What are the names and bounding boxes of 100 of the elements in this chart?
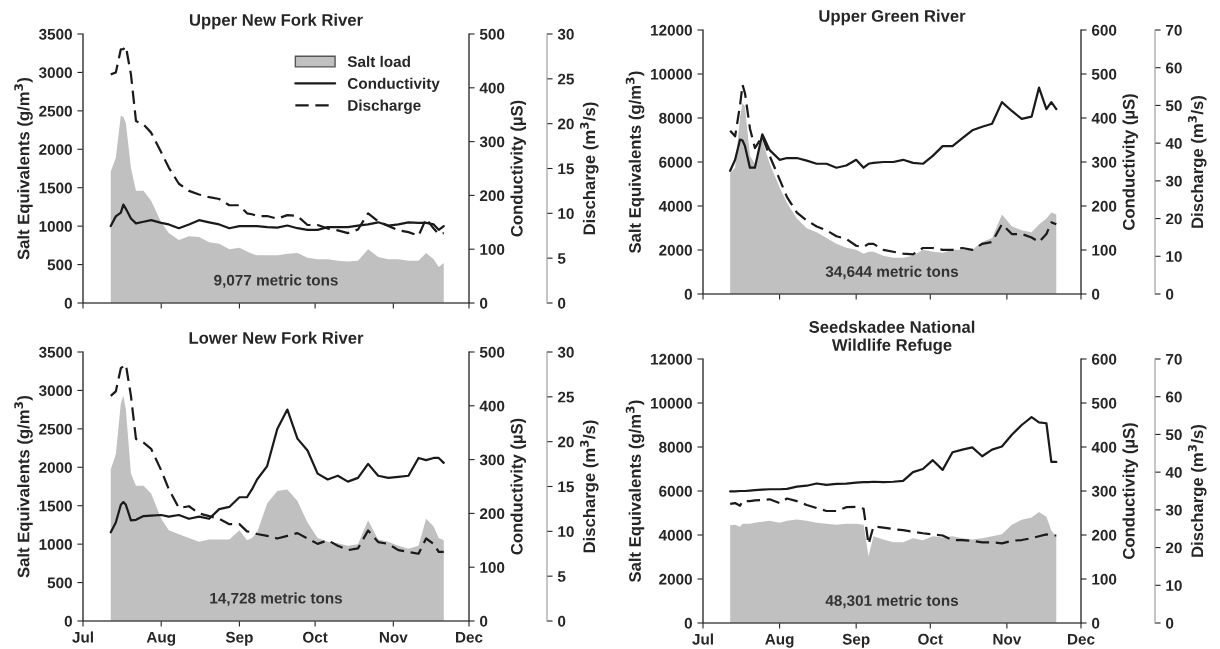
annotation: 48,301 metric tons [825, 594, 959, 609]
chart-title: Upper New Fork River [189, 13, 363, 30]
y3-tick-label: 25 [557, 73, 574, 85]
y3-tick-label: 50 [1165, 100, 1182, 112]
y3-tick-label: 30 [1165, 175, 1182, 187]
y-tick-label: 8000 [659, 441, 692, 453]
y-axis-title: Salt Equivalents (g/m$^{3}$) [14, 395, 33, 578]
y-tick-label: 0 [684, 288, 692, 300]
y-tick-label: 4000 [658, 529, 692, 541]
y-tick-label: 3000 [38, 67, 72, 79]
y2-tick-label: 400 [1091, 441, 1117, 453]
chart-title: Lower New Fork River [189, 331, 364, 344]
x-tick-label: Aug [146, 631, 176, 646]
y2-tick-label: 0 [1092, 617, 1100, 629]
y3-tick-label: 15 [558, 163, 574, 175]
y-tick-label: 2000 [659, 573, 692, 585]
y-axis-title: Salt Equivalents (g/m$^{3}$) [14, 77, 33, 260]
y2-tick-label: 400 [479, 400, 505, 412]
y2-tick-label: 200 [1091, 200, 1117, 212]
y2-tick-label: 100 [480, 244, 505, 255]
y3-tick-label: 40 [1165, 467, 1182, 478]
line-series [109, 363, 445, 555]
y3-tick-label: 5 [557, 571, 566, 582]
x-tick-label: Sep [225, 631, 253, 646]
y3-tick-label: 70 [1166, 353, 1182, 365]
y3-tick-label: 25 [557, 391, 574, 403]
annotation: 9,077 metric tons [214, 274, 338, 288]
y3-tick-label: 0 [558, 297, 566, 309]
y2-tick-label: 500 [479, 28, 505, 40]
y3-tick-label: 60 [1165, 62, 1182, 74]
y3-tick-label: 10 [1166, 580, 1182, 591]
y-tick-label: 0 [64, 297, 72, 309]
y-tick-label: 3500 [38, 346, 72, 358]
y2-tick-label: 500 [1091, 68, 1117, 80]
y3-tick-label: 30 [557, 346, 574, 358]
y-tick-label: 10000 [651, 397, 692, 409]
x-tick-label: Jul [692, 633, 713, 645]
y3-tick-label: 20 [1165, 542, 1182, 554]
y3-tick-label: 30 [1165, 504, 1182, 516]
legend-label: Conductivity [347, 77, 440, 92]
y3-tick-label: 10 [1166, 251, 1182, 262]
y3-tick-label: 10 [558, 208, 574, 220]
y2-axis-title: Conductivity (µS) [1122, 94, 1138, 230]
y3-tick-label: 40 [1165, 138, 1182, 149]
line-series [729, 83, 1058, 256]
legend-label: Discharge [348, 99, 421, 114]
y-axis-title: Salt Equivalents (g/m$^{3}$) [625, 71, 645, 254]
y2-tick-label: 400 [1091, 112, 1117, 124]
y2-tick-label: 100 [1092, 244, 1117, 256]
x-tick-label: Aug [765, 633, 794, 648]
y3-tick-label: 50 [1165, 429, 1182, 441]
y2-axis-title: Conductivity (µS) [510, 100, 526, 237]
annotation: 14,728 metric tons [210, 592, 343, 606]
line-series [729, 415, 1058, 493]
y2-tick-label: 200 [1091, 529, 1117, 541]
y3-axis-title: Discharge (m$^{3}$/s) [1187, 95, 1207, 228]
y3-tick-label: 0 [1166, 617, 1174, 629]
y-tick-label: 3000 [38, 385, 72, 397]
y2-tick-label: 600 [1091, 24, 1117, 36]
y3-tick-label: 20 [557, 436, 574, 448]
chart-title: Upper Green River [819, 9, 966, 26]
y2-axis-title: Conductivity (µS) [1122, 423, 1138, 559]
y-tick-label: 2000 [39, 462, 72, 473]
y-tick-label: 0 [684, 617, 692, 629]
y2-tick-label: 0 [480, 615, 488, 627]
y-tick-label: 1500 [39, 182, 72, 194]
y-tick-label: 2000 [39, 144, 72, 155]
y-tick-label: 1000 [39, 221, 72, 232]
y-tick-label: 6000 [659, 156, 692, 168]
y-tick-label: 500 [47, 259, 72, 271]
y-tick-label: 1000 [39, 539, 72, 550]
y3-tick-label: 70 [1166, 24, 1182, 36]
x-tick-label: Jul [72, 631, 93, 643]
y-axis-title: Salt Equivalents (g/m$^{3}$) [625, 400, 645, 583]
y3-tick-label: 15 [558, 481, 574, 493]
x-tick-label: Dec [1068, 633, 1095, 645]
x-tick-label: Sep [842, 633, 870, 648]
y2-tick-label: 300 [1091, 485, 1117, 497]
y3-tick-label: 0 [558, 615, 566, 627]
y2-axis-title: Conductivity (µS) [510, 418, 526, 555]
x-tick-label: Oct [303, 631, 328, 643]
y2-tick-label: 0 [480, 297, 488, 309]
y3-tick-label: 0 [1166, 288, 1174, 300]
y-tick-label: 2500 [39, 105, 72, 117]
annotation: 34,644 metric tons [825, 265, 959, 280]
y-tick-label: 2000 [659, 244, 692, 256]
y-tick-label: 12000 [651, 353, 692, 365]
y3-tick-label: 20 [557, 118, 574, 130]
y-tick-label: 0 [64, 615, 72, 627]
y3-axis-title: Discharge (m$^{3}$/s) [579, 420, 599, 553]
y2-tick-label: 300 [479, 454, 505, 466]
y-tick-label: 10000 [651, 68, 692, 80]
y3-tick-label: 30 [557, 28, 574, 40]
x-tick-label: Nov [993, 633, 1022, 645]
y3-axis-title: Discharge (m$^{3}$/s) [579, 102, 599, 235]
y-tick-label: 4000 [658, 200, 692, 212]
y3-axis-title: Discharge (m$^{3}$/s) [1187, 424, 1207, 557]
y3-tick-label: 20 [1165, 213, 1182, 225]
y-tick-label: 3500 [38, 28, 72, 40]
x-tick-label: Dec [456, 631, 483, 643]
